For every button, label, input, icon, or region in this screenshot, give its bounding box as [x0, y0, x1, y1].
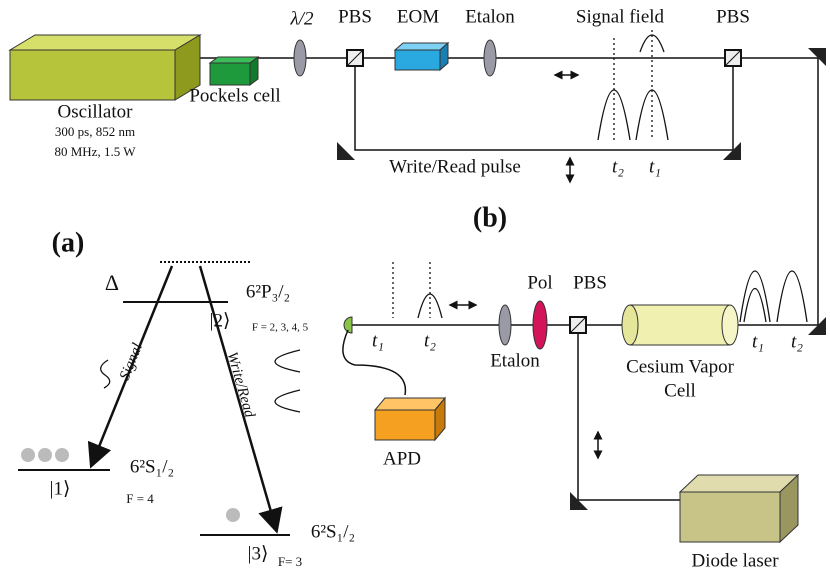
cell-label: Cell: [664, 380, 696, 401]
cell-label: Cesium Vapor: [626, 356, 735, 377]
level-ket: |3⟩: [248, 543, 269, 564]
oscillator-spec: 80 MHz, 1.5 W: [54, 144, 136, 159]
time-label: t₁: [372, 330, 384, 351]
component-label: Pockels cell: [189, 85, 280, 106]
component-label: Signal field: [576, 6, 665, 27]
component-label: PBS: [573, 272, 607, 293]
transition-label: Signal: [117, 341, 146, 383]
level-ket: |1⟩: [50, 478, 71, 499]
component-label: λ/2: [289, 8, 314, 29]
time-label: t₂: [791, 331, 803, 352]
time-label: t₁: [752, 331, 764, 352]
transition-label: Write/Read: [224, 350, 258, 420]
time-label: t₂: [424, 330, 436, 351]
panel-label: (b): [473, 202, 507, 233]
level-term: 6²P₃/₂: [246, 281, 290, 302]
component-label: EOM: [397, 6, 439, 27]
component-label: PBS: [338, 6, 372, 27]
level-term: 6²S₁/₂: [130, 456, 174, 477]
time-label: t₂: [612, 156, 624, 177]
diagram: Oscillator 300 ps, 852 nm 80 MHz, 1.5 W …: [0, 0, 830, 575]
component-label: Etalon: [465, 6, 515, 27]
component-label: PBS: [716, 6, 750, 27]
component-label: Diode laser: [691, 550, 779, 571]
panel-label: (a): [52, 227, 85, 258]
component-label: Pol: [527, 272, 552, 293]
component-label: APD: [383, 448, 421, 469]
oscillator-spec: 300 ps, 852 nm: [55, 124, 135, 139]
level-f: F= 3: [278, 554, 302, 569]
level-term: 6²S₁/₂: [311, 521, 355, 542]
beam-label: Write/Read pulse: [389, 156, 521, 177]
time-label: t₁: [649, 156, 661, 177]
level-f: F = 2, 3, 4, 5: [252, 322, 309, 334]
level-f: F = 4: [126, 491, 154, 506]
detuning-label: Δ: [105, 270, 119, 295]
level-ket: |2⟩: [210, 310, 231, 331]
component-label: Etalon: [490, 350, 540, 371]
oscillator-label: Oscillator: [58, 101, 134, 122]
